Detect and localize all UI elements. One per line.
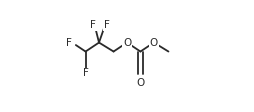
Text: F: F [83,68,88,78]
Text: O: O [150,38,158,48]
Text: O: O [136,78,145,88]
Text: F: F [90,20,96,30]
Text: F: F [104,20,110,30]
Text: O: O [123,38,131,48]
Text: F: F [66,38,72,48]
